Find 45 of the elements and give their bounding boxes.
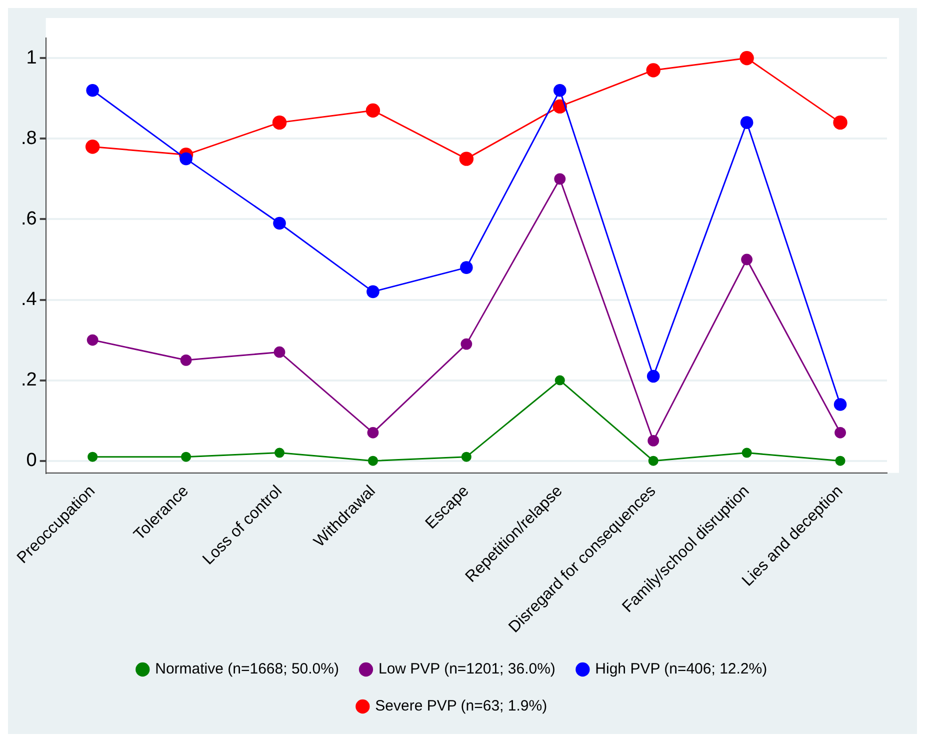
point bbox=[648, 456, 658, 466]
y-tick-label: .4 bbox=[20, 288, 38, 310]
point bbox=[554, 375, 565, 386]
point bbox=[554, 173, 566, 185]
point bbox=[461, 452, 472, 462]
point bbox=[367, 426, 379, 438]
point bbox=[740, 116, 754, 129]
y-tick-label: 1 bbox=[26, 47, 37, 68]
point bbox=[646, 63, 660, 78]
point bbox=[552, 99, 567, 114]
point bbox=[741, 254, 753, 266]
point bbox=[646, 370, 660, 383]
point bbox=[834, 398, 847, 411]
y-tick-label: 0 bbox=[26, 450, 37, 472]
point bbox=[86, 84, 99, 97]
y-tick-label: .6 bbox=[20, 208, 37, 230]
point bbox=[85, 140, 100, 154]
point bbox=[88, 452, 98, 462]
point bbox=[648, 435, 660, 446]
y-tick-label: .2 bbox=[20, 370, 37, 391]
point bbox=[459, 152, 474, 166]
legend-label: Severe PVP (n=63; 1.9%) bbox=[375, 698, 548, 715]
point bbox=[273, 216, 286, 230]
point bbox=[553, 84, 566, 97]
point bbox=[181, 452, 192, 462]
point bbox=[742, 448, 752, 458]
point bbox=[740, 51, 754, 66]
point bbox=[834, 426, 846, 438]
legend-label: High PVP (n=406; 12.2%) bbox=[595, 660, 768, 678]
point bbox=[274, 346, 286, 358]
point bbox=[366, 285, 380, 298]
point bbox=[366, 103, 380, 118]
legend-label: Normative (n=1668; 50.0%) bbox=[155, 660, 339, 678]
point bbox=[86, 334, 98, 346]
point bbox=[368, 456, 378, 466]
point bbox=[460, 338, 472, 350]
point bbox=[833, 115, 848, 130]
point bbox=[460, 261, 473, 274]
legend-label: Low PVP (n=1201; 36.0%) bbox=[378, 660, 556, 678]
point bbox=[272, 115, 287, 130]
y-tick-label: .8 bbox=[20, 128, 37, 149]
point bbox=[180, 354, 192, 366]
point bbox=[180, 152, 192, 166]
point bbox=[835, 456, 846, 466]
point bbox=[274, 448, 284, 458]
